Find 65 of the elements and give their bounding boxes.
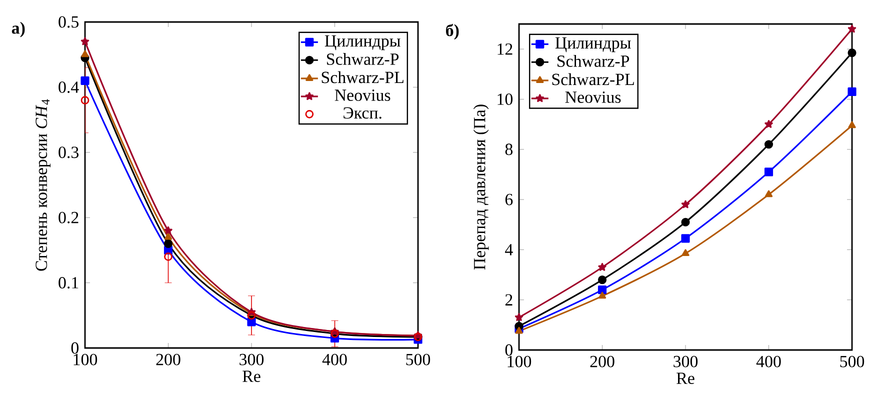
x-tick-label: 400 (756, 356, 781, 368)
y-tick-label: 0.4 (58, 81, 79, 93)
legend-label: Schwarz-P (327, 52, 399, 65)
point (598, 286, 607, 294)
x-tick-label: 200 (156, 354, 180, 366)
chart-title: б) (446, 24, 459, 40)
x-tick-label: 500 (406, 354, 430, 366)
x-tick-label: 500 (840, 356, 864, 368)
y-tick-label: 0.3 (58, 146, 79, 158)
y-tick-label: 0 (71, 342, 79, 354)
point (598, 262, 606, 271)
point (514, 313, 524, 322)
point (80, 76, 90, 85)
x-tick-label: 300 (674, 356, 698, 368)
point (764, 168, 774, 176)
point (515, 326, 523, 334)
point (164, 239, 173, 248)
legend-label: Schwarz-PL (322, 71, 404, 84)
x-tick-label: 100 (74, 354, 98, 366)
y-tick-label: 6 (505, 194, 513, 206)
point (764, 140, 774, 149)
point (80, 96, 90, 104)
point (764, 190, 773, 198)
y-axis-title: Перепад давления (Па) (473, 104, 489, 270)
legend-label: Цилиндры (324, 35, 400, 50)
point (681, 218, 690, 226)
point (682, 249, 690, 256)
legend-label: Эксп. (344, 107, 382, 119)
point (598, 275, 607, 284)
y-tick-label: 4 (505, 244, 513, 256)
legend-label: Schwarz-P (558, 54, 630, 67)
point (848, 121, 856, 128)
point (164, 232, 172, 240)
x-axis-title: Re (676, 372, 694, 384)
y-tick-label: 8 (505, 144, 513, 156)
x-tick-label: 400 (322, 354, 347, 366)
y-tick-label: 0.5 (58, 16, 79, 28)
point (681, 200, 690, 208)
legend-label: Цилиндры (555, 37, 631, 52)
x-axis-title: Re (242, 370, 260, 382)
y-tick-label: 10 (498, 94, 513, 105)
y-tick-label: 0 (505, 344, 513, 356)
legend-label: Neovius (565, 92, 621, 103)
x-tick-label: 200 (590, 356, 614, 368)
point (848, 48, 856, 58)
y-tick-label: 0.1 (58, 277, 78, 289)
y-tick-label: 12 (498, 43, 512, 55)
chart-title: а) (12, 22, 25, 38)
point (598, 292, 606, 299)
x-tick-label: 100 (508, 356, 532, 368)
point (681, 234, 690, 243)
legend-label: Schwarz-PL (552, 73, 634, 86)
point (80, 37, 90, 46)
point (81, 50, 89, 58)
point (848, 87, 856, 96)
point (848, 24, 856, 33)
point (164, 226, 172, 234)
y-tick-label: 0.2 (58, 212, 78, 224)
legend-label: Neovius (334, 90, 390, 101)
y-tick-label: 2 (505, 294, 512, 306)
y-axis-title: Степень конверсии CH$_{4}$ (36, 99, 51, 271)
x-tick-label: 300 (240, 354, 264, 366)
point (247, 318, 256, 326)
point (164, 252, 172, 261)
point (764, 120, 773, 128)
